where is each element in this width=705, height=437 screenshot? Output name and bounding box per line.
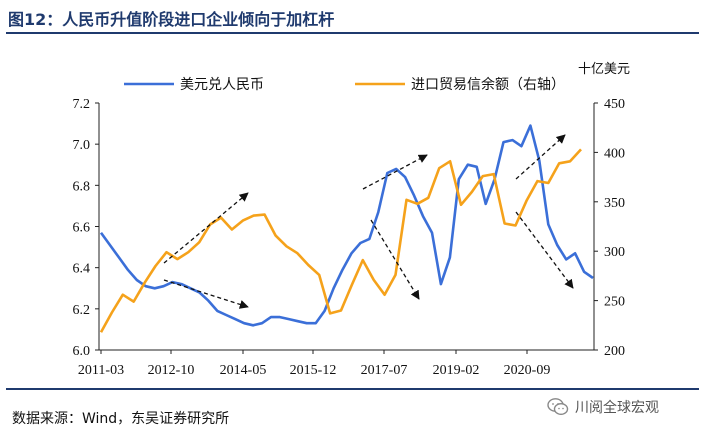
legend-label-usdcny: 美元兑人民币: [180, 77, 264, 93]
trend-arrow: [515, 211, 574, 289]
trend-arrow: [163, 279, 249, 309]
title-bar: 图12：人民币升值阶段进口企业倾向于加杠杆: [0, 0, 705, 34]
trend-arrow: [515, 134, 566, 180]
y-right-tick-label: 400: [604, 146, 625, 161]
x-tick-label: 2012-10: [148, 363, 195, 378]
legend-label-import-credit: 进口贸易信余额（右轴）: [411, 76, 565, 93]
title-rule: [6, 32, 699, 34]
bottom-rule: [6, 388, 699, 390]
x-tick-label: 2017-07: [361, 363, 408, 378]
y-left-tick-label: 6.6: [73, 221, 91, 236]
trend-arrow: [163, 192, 249, 264]
series-line-usdcny: [99, 124, 594, 327]
y-left-tick-label: 6.8: [73, 179, 91, 194]
watermark: 川阅全球宏观: [547, 395, 659, 419]
y-right-tick-label: 200: [604, 344, 625, 359]
y-left-tick-label: 6.2: [73, 303, 91, 318]
y-right-unit-label: 十亿美元: [578, 61, 630, 76]
x-tick-label: 2020-09: [504, 363, 551, 378]
x-tick-label: 2015-12: [290, 363, 337, 378]
trend-arrow: [370, 219, 420, 300]
x-tick-label: 2019-02: [433, 363, 480, 378]
y-right-tick-label: 300: [604, 245, 625, 260]
y-right-tick-label: 250: [604, 295, 625, 310]
y-left-tick-label: 7.0: [73, 138, 91, 153]
series-line-import-credit: [99, 148, 582, 333]
trend-arrow: [362, 154, 428, 190]
y-left-tick-label: 7.2: [73, 97, 91, 112]
x-tick-label: 2011-03: [78, 363, 124, 378]
y-left-tick-label: 6.0: [73, 344, 91, 359]
chart: 7.2 7.0 6.8 6.6 6.4 6.2 6.0 450 400 350 300 250 200 十…: [73, 61, 631, 378]
y-left-tick-label: 6.4: [73, 262, 91, 277]
wechat-icon: [547, 398, 569, 416]
figure-title: 图12：人民币升值阶段进口企业倾向于加杠杆: [8, 10, 335, 29]
source-note: 数据来源：Wind，东吴证券研究所: [12, 411, 230, 427]
y-right-tick-label: 350: [604, 196, 625, 211]
watermark-text: 川阅全球宏观: [575, 400, 659, 416]
y-right-tick-label: 450: [604, 97, 625, 112]
x-tick-label: 2014-05: [220, 363, 267, 378]
